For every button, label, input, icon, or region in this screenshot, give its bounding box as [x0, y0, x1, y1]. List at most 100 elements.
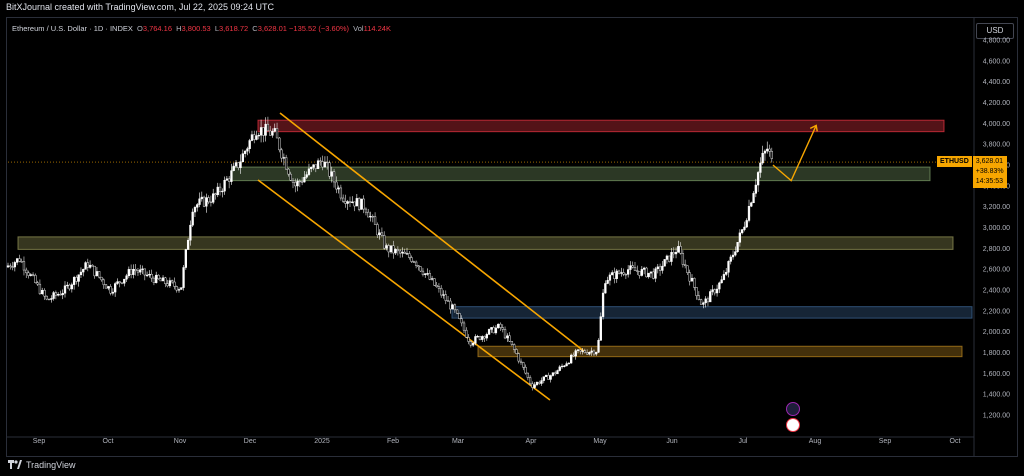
candle-body[interactable] — [442, 294, 445, 296]
candle-body[interactable] — [574, 350, 577, 357]
candle-body[interactable] — [93, 265, 96, 277]
candle-body[interactable] — [47, 298, 51, 301]
candle-body[interactable] — [699, 299, 703, 305]
candle-body[interactable] — [608, 274, 612, 281]
candle-body[interactable] — [148, 273, 151, 276]
candle-body[interactable] — [544, 374, 548, 377]
candle-body[interactable] — [576, 349, 580, 351]
candle-body[interactable] — [209, 201, 213, 203]
candle-body[interactable] — [241, 153, 244, 163]
candle-body[interactable] — [563, 365, 566, 367]
candle-body[interactable] — [139, 269, 142, 273]
projection-path[interactable] — [772, 125, 817, 182]
candle-body[interactable] — [747, 206, 751, 221]
candle-body[interactable] — [522, 362, 525, 368]
candle-body[interactable] — [702, 302, 705, 305]
candle-body[interactable] — [636, 270, 639, 272]
candle-body[interactable] — [193, 207, 197, 213]
candle-body[interactable] — [54, 292, 58, 296]
candle-body[interactable] — [91, 264, 94, 267]
candle-body[interactable] — [570, 354, 573, 364]
candle-body[interactable] — [763, 150, 767, 154]
candle-body[interactable] — [300, 181, 304, 183]
candle-body[interactable] — [120, 282, 124, 284]
candle-body[interactable] — [754, 184, 757, 194]
candle-body[interactable] — [435, 285, 438, 287]
candle-body[interactable] — [296, 180, 299, 187]
candle-body[interactable] — [369, 216, 372, 218]
candle-body[interactable] — [20, 261, 23, 263]
candle-body[interactable] — [259, 127, 263, 136]
candle-body[interactable] — [232, 165, 235, 171]
candle-body[interactable] — [668, 255, 671, 262]
candle-body[interactable] — [380, 232, 384, 236]
candle-body[interactable] — [218, 186, 222, 192]
candle-body[interactable] — [212, 193, 215, 203]
candle-body[interactable] — [269, 130, 272, 136]
candle-body[interactable] — [697, 295, 700, 300]
candle-body[interactable] — [394, 249, 397, 254]
candle-body[interactable] — [364, 208, 368, 213]
candle-body[interactable] — [729, 256, 732, 262]
candle-body[interactable] — [688, 272, 691, 282]
currency-button[interactable]: USD — [976, 23, 1014, 39]
candle-body[interactable] — [604, 283, 607, 294]
candle-body[interactable] — [221, 190, 224, 193]
candle-body[interactable] — [401, 251, 404, 254]
candle-body[interactable] — [658, 266, 662, 271]
candle-body[interactable] — [264, 123, 267, 136]
candle-body[interactable] — [752, 193, 755, 204]
candle-body[interactable] — [6, 265, 10, 268]
candle-body[interactable] — [15, 258, 19, 263]
candle-body[interactable] — [127, 269, 130, 277]
candle-body[interactable] — [98, 271, 101, 278]
candle-body[interactable] — [360, 198, 363, 210]
candle-body[interactable] — [100, 276, 103, 281]
candle-body[interactable] — [102, 279, 105, 286]
candle-body[interactable] — [287, 168, 290, 175]
candle-body[interactable] — [104, 284, 108, 289]
candle-body[interactable] — [175, 286, 178, 291]
candle-body[interactable] — [31, 274, 35, 276]
candle-body[interactable] — [456, 309, 459, 314]
candle-body[interactable] — [125, 275, 128, 280]
candle-body[interactable] — [617, 270, 621, 274]
candle-body[interactable] — [469, 341, 472, 346]
candle-body[interactable] — [567, 362, 571, 365]
candle-body[interactable] — [624, 273, 628, 276]
candle-body[interactable] — [273, 128, 276, 132]
candle-body[interactable] — [579, 349, 582, 352]
candle-body[interactable] — [670, 252, 673, 262]
candle-body[interactable] — [294, 181, 297, 187]
candle-body[interactable] — [109, 286, 112, 294]
candle-body[interactable] — [588, 351, 591, 355]
candle-body[interactable] — [526, 372, 529, 378]
candle-body[interactable] — [665, 255, 669, 260]
candle-body[interactable] — [458, 313, 461, 320]
candle-body[interactable] — [474, 336, 477, 344]
candle-body[interactable] — [189, 224, 192, 241]
candle-body[interactable] — [478, 336, 482, 340]
candle-body[interactable] — [168, 280, 172, 287]
candle-body[interactable] — [25, 269, 28, 274]
candle-body[interactable] — [654, 268, 657, 279]
candle-body[interactable] — [50, 298, 53, 300]
zone-rect[interactable] — [451, 306, 973, 319]
candle-body[interactable] — [59, 294, 62, 296]
candle-body[interactable] — [690, 277, 694, 282]
candle-body[interactable] — [465, 329, 468, 338]
candle-body[interactable] — [271, 131, 274, 136]
candle-body[interactable] — [437, 286, 441, 289]
candle-body[interactable] — [136, 270, 140, 273]
candle-body[interactable] — [597, 340, 600, 353]
candle-body[interactable] — [428, 273, 431, 280]
candle-body[interactable] — [499, 323, 502, 328]
candle-body[interactable] — [515, 349, 518, 354]
candle-body[interactable] — [344, 201, 347, 204]
candle-body[interactable] — [266, 123, 270, 132]
us-flag-icon[interactable] — [786, 418, 800, 432]
candle-body[interactable] — [186, 239, 190, 250]
lightning-icon[interactable] — [786, 402, 800, 416]
candle-body[interactable] — [13, 262, 16, 268]
candle-body[interactable] — [652, 271, 655, 279]
